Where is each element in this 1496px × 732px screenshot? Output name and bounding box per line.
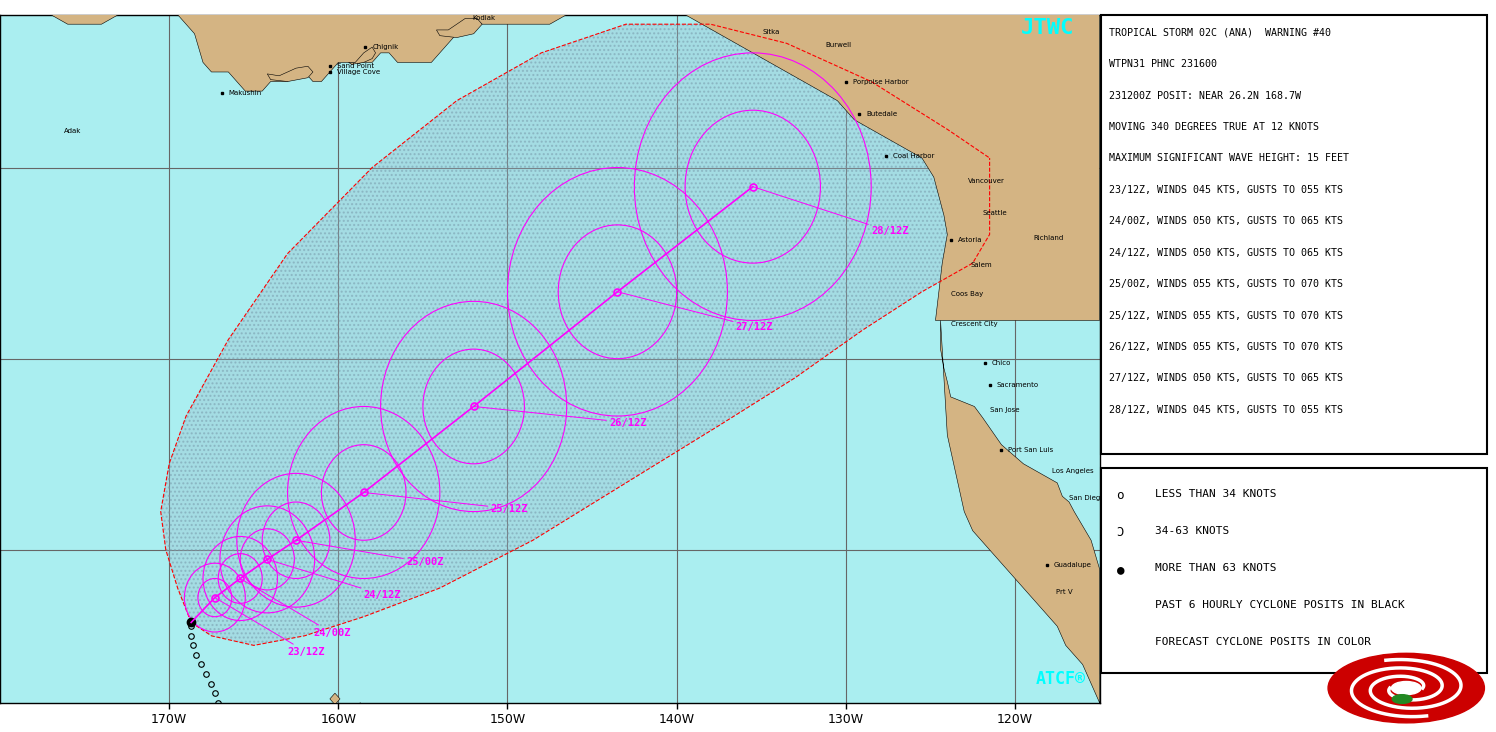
Text: 24/00Z, WINDS 050 KTS, GUSTS TO 065 KTS: 24/00Z, WINDS 050 KTS, GUSTS TO 065 KTS <box>1109 217 1343 226</box>
Polygon shape <box>355 703 364 712</box>
Text: 24/00Z: 24/00Z <box>241 578 350 638</box>
Text: 27/12Z, WINDS 050 KTS, GUSTS TO 065 KTS: 27/12Z, WINDS 050 KTS, GUSTS TO 065 KTS <box>1109 373 1343 384</box>
Text: Butedale: Butedale <box>866 111 898 117</box>
Circle shape <box>1328 653 1484 723</box>
Text: 28/12Z, WINDS 045 KTS, GUSTS TO 055 KTS: 28/12Z, WINDS 045 KTS, GUSTS TO 055 KTS <box>1109 405 1343 415</box>
Polygon shape <box>437 18 482 37</box>
Text: Chico: Chico <box>992 359 1011 365</box>
Text: Richland: Richland <box>1034 235 1064 242</box>
Text: MAXIMUM SIGNIFICANT WAVE HEIGHT: 15 FEET: MAXIMUM SIGNIFICANT WAVE HEIGHT: 15 FEET <box>1109 154 1349 163</box>
Text: Coal Harbor: Coal Harbor <box>893 153 935 159</box>
Text: 23/12Z: 23/12Z <box>215 597 325 657</box>
Text: Seattle: Seattle <box>983 210 1007 217</box>
Text: San Diego: San Diego <box>1070 496 1104 501</box>
Polygon shape <box>160 24 989 646</box>
Text: Sacramento: Sacramento <box>996 382 1038 389</box>
Text: 24/12Z: 24/12Z <box>268 559 401 600</box>
Text: Porpoise Harbor: Porpoise Harbor <box>853 78 908 84</box>
Text: Makushin: Makushin <box>229 90 262 96</box>
Text: 25/12Z: 25/12Z <box>364 493 528 514</box>
Polygon shape <box>268 67 313 81</box>
Text: TROPICAL STORM 02C (ANA)  WARNING #40: TROPICAL STORM 02C (ANA) WARNING #40 <box>1109 28 1331 38</box>
Text: FORECAST CYCLONE POSITS IN COLOR: FORECAST CYCLONE POSITS IN COLOR <box>1155 637 1372 646</box>
Text: San Jose: San Jose <box>989 407 1019 414</box>
Text: 25/00Z: 25/00Z <box>296 540 443 567</box>
Text: MOVING 340 DEGREES TRUE AT 12 KNOTS: MOVING 340 DEGREES TRUE AT 12 KNOTS <box>1109 122 1319 132</box>
Text: Burwell: Burwell <box>826 42 851 48</box>
Text: Ɔ: Ɔ <box>1116 526 1123 539</box>
Text: 231200Z POSIT: NEAR 26.2N 168.7W: 231200Z POSIT: NEAR 26.2N 168.7W <box>1109 91 1302 101</box>
Text: 25/12Z, WINDS 055 KTS, GUSTS TO 070 KTS: 25/12Z, WINDS 055 KTS, GUSTS TO 070 KTS <box>1109 310 1343 321</box>
Text: o: o <box>1116 489 1123 502</box>
Text: ATCF®: ATCF® <box>1035 670 1085 687</box>
Text: 24/12Z, WINDS 050 KTS, GUSTS TO 065 KTS: 24/12Z, WINDS 050 KTS, GUSTS TO 065 KTS <box>1109 247 1343 258</box>
Text: ●: ● <box>1116 563 1123 576</box>
Polygon shape <box>941 321 1103 703</box>
Circle shape <box>1391 681 1421 695</box>
Polygon shape <box>0 0 1100 321</box>
Circle shape <box>1393 695 1412 703</box>
Text: Village Cove: Village Cove <box>337 69 380 75</box>
Text: WTPN31 PHNC 231600: WTPN31 PHNC 231600 <box>1109 59 1216 70</box>
Text: Prt V: Prt V <box>1056 589 1073 595</box>
Text: 28/12Z: 28/12Z <box>752 187 908 236</box>
Text: LESS THAN 34 KNOTS: LESS THAN 34 KNOTS <box>1155 489 1276 499</box>
Polygon shape <box>329 693 340 705</box>
Text: Astoria: Astoria <box>957 237 981 243</box>
Text: 26/12Z: 26/12Z <box>474 406 646 427</box>
Text: Kodiak: Kodiak <box>471 15 495 21</box>
Text: Coos Bay: Coos Bay <box>950 291 983 296</box>
Text: MORE THAN 63 KNOTS: MORE THAN 63 KNOTS <box>1155 563 1276 572</box>
Text: 26/12Z, WINDS 055 KTS, GUSTS TO 070 KTS: 26/12Z, WINDS 055 KTS, GUSTS TO 070 KTS <box>1109 342 1343 352</box>
Text: 25/00Z, WINDS 055 KTS, GUSTS TO 070 KTS: 25/00Z, WINDS 055 KTS, GUSTS TO 070 KTS <box>1109 279 1343 289</box>
Text: Crescent City: Crescent City <box>950 321 998 327</box>
Text: Los Angeles: Los Angeles <box>1052 468 1094 474</box>
Text: PAST 6 HOURLY CYCLONE POSITS IN BLACK: PAST 6 HOURLY CYCLONE POSITS IN BLACK <box>1155 600 1405 610</box>
Text: Vancouver: Vancouver <box>968 178 1004 184</box>
Text: 27/12Z: 27/12Z <box>618 292 773 332</box>
Text: Port San Luis: Port San Luis <box>1008 447 1053 453</box>
Text: Sitka: Sitka <box>763 29 781 35</box>
Text: Chignik: Chignik <box>373 44 398 50</box>
Text: Sand Point: Sand Point <box>337 63 374 70</box>
Text: JTWC: JTWC <box>1020 18 1074 38</box>
Text: Salem: Salem <box>971 262 993 268</box>
Polygon shape <box>349 47 375 64</box>
Text: Adak: Adak <box>64 128 82 134</box>
Text: 34-63 KNOTS: 34-63 KNOTS <box>1155 526 1230 536</box>
Text: Guadalupe: Guadalupe <box>1053 562 1092 568</box>
Text: 23/12Z, WINDS 045 KTS, GUSTS TO 055 KTS: 23/12Z, WINDS 045 KTS, GUSTS TO 055 KTS <box>1109 185 1343 195</box>
